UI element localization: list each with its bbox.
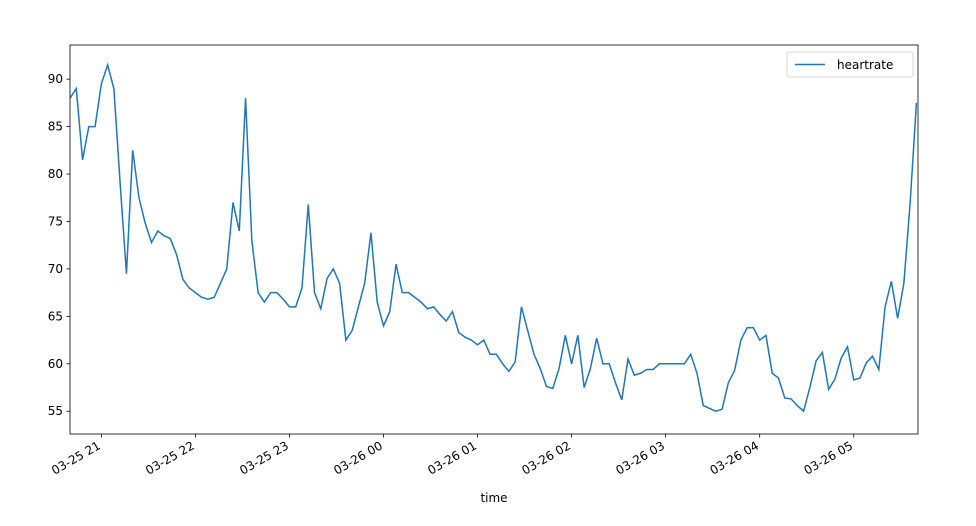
x-tick-label: 03-26 05 [802, 438, 856, 477]
y-tick-label: 55 [48, 404, 63, 418]
x-tick-label: 03-25 23 [237, 438, 291, 477]
x-axis-label: time [480, 491, 507, 505]
x-tick-label: 03-26 03 [613, 438, 667, 477]
y-tick-label: 85 [48, 120, 63, 134]
y-tick-label: 70 [48, 262, 63, 276]
y-tick-label: 60 [48, 357, 63, 371]
x-tick-label: 03-26 04 [707, 438, 761, 477]
legend-box [786, 51, 914, 78]
line [70, 62, 918, 413]
x-tick-label: 03-25 22 [143, 438, 197, 477]
y-tick-label: 65 [48, 309, 63, 323]
legend-label: heartrate [837, 58, 893, 72]
x-tick-label: 03-26 01 [425, 438, 479, 477]
x-tick-label: 03-25 21 [49, 438, 103, 477]
plot-frame [69, 44, 919, 435]
x-tick-label: 03-26 02 [519, 438, 573, 477]
x-tick-label: 03-26 00 [331, 438, 385, 477]
y-tick-label: 90 [48, 72, 63, 86]
y-tick-label: 80 [48, 167, 63, 181]
y-tick-label: 75 [48, 214, 63, 228]
